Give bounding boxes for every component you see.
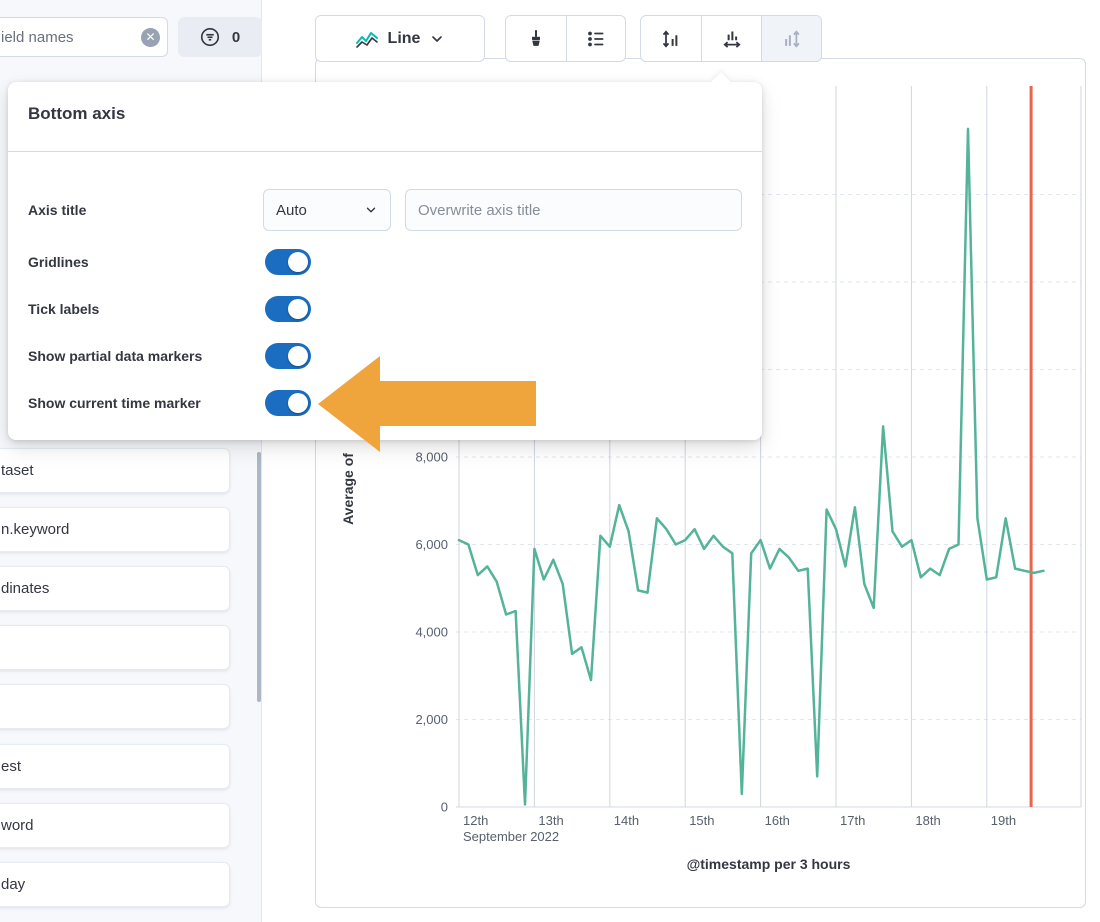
field-item[interactable]: taset — [0, 448, 230, 493]
bottom-axis-popover: Bottom axis Axis title Auto Gridlines Ti… — [8, 72, 762, 440]
popover-title: Bottom axis — [8, 82, 762, 152]
filter-count: 0 — [231, 28, 241, 46]
axis-title-label: Axis title — [28, 202, 87, 218]
field-item[interactable]: est — [0, 744, 230, 789]
svg-text:2,000: 2,000 — [415, 712, 448, 727]
line-chart[interactable]: 0 2,000 4,000 6,000 8,000 12th 13th 14th 15th 16t… — [316, 59, 1087, 909]
legend-button[interactable] — [565, 16, 626, 61]
left-axis-button[interactable] — [641, 16, 701, 61]
tick-labels-label: Tick labels — [28, 301, 100, 317]
left-axis-icon — [662, 29, 678, 48]
visual-options-button[interactable] — [506, 16, 566, 61]
svg-text:17th: 17th — [840, 813, 865, 828]
svg-text:12th: 12th — [463, 813, 488, 828]
svg-text:19th: 19th — [991, 813, 1016, 828]
svg-text:8,000: 8,000 — [415, 450, 448, 465]
filter-in-circle-icon — [200, 27, 219, 47]
tick-labels-row: Tick labels — [28, 296, 742, 322]
svg-text:13th: 13th — [538, 813, 563, 828]
svg-text:14th: 14th — [614, 813, 639, 828]
axis-title-input[interactable] — [405, 189, 742, 231]
current-time-marker-row: Show current time marker — [28, 390, 742, 416]
svg-text:15th: 15th — [689, 813, 714, 828]
field-filter-button[interactable]: 0 — [178, 17, 262, 57]
partial-data-markers-toggle[interactable] — [265, 343, 311, 369]
axes-button-group — [640, 15, 822, 62]
panel-scrollbar[interactable] — [257, 452, 261, 702]
current-time-marker-label: Show current time marker — [28, 395, 201, 411]
current-time-marker-toggle[interactable] — [265, 390, 311, 416]
field-item[interactable]: word — [0, 803, 230, 848]
gridlines-toggle[interactable] — [265, 249, 311, 275]
svg-text:18th: 18th — [915, 813, 940, 828]
right-axis-button — [761, 16, 821, 61]
chevron-down-icon — [366, 207, 376, 213]
partial-data-markers-label: Show partial data markers — [28, 348, 203, 364]
svg-text:6,000: 6,000 — [415, 537, 448, 552]
partial-data-markers-row: Show partial data markers — [28, 343, 742, 369]
line-chart-icon — [355, 31, 378, 48]
field-item[interactable]: n.keyword — [0, 507, 230, 552]
clear-search-icon[interactable]: ✕ — [141, 28, 160, 47]
axis-title-select-value: Auto — [276, 201, 307, 219]
gridlines-label: Gridlines — [28, 254, 89, 270]
chart-type-button[interactable]: Line — [315, 15, 485, 62]
svg-text:0: 0 — [441, 800, 448, 815]
svg-text:16th: 16th — [765, 813, 790, 828]
axis-title-select[interactable]: Auto — [263, 189, 391, 231]
svg-text:Average of: Average of — [340, 453, 356, 525]
chevron-down-icon — [432, 35, 443, 42]
style-button-group — [505, 15, 626, 62]
field-search: ✕ — [0, 17, 168, 57]
legend-icon — [587, 31, 604, 46]
field-item[interactable] — [0, 625, 230, 670]
bottom-axis-button[interactable] — [701, 16, 761, 61]
field-item[interactable]: dinates — [0, 566, 230, 611]
right-axis-icon — [784, 29, 800, 48]
tick-labels-toggle[interactable] — [265, 296, 311, 322]
field-item[interactable]: day — [0, 862, 230, 907]
bottom-axis-icon — [722, 31, 741, 48]
chart-type-label: Line — [387, 29, 421, 47]
field-item[interactable] — [0, 684, 230, 729]
svg-text:September 2022: September 2022 — [463, 829, 559, 844]
series-line — [457, 127, 1045, 806]
gridlines-row: Gridlines — [28, 249, 742, 275]
field-search-input[interactable] — [0, 18, 167, 56]
svg-text:@timestamp per 3 hours: @timestamp per 3 hours — [687, 856, 851, 872]
brush-icon — [531, 29, 540, 46]
axis-title-row: Axis title Auto — [28, 189, 742, 231]
svg-text:4,000: 4,000 — [415, 625, 448, 640]
